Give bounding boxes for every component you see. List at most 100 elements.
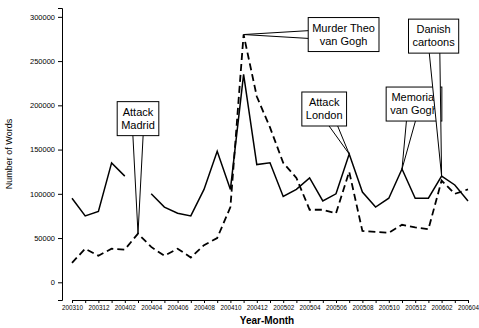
x-tick: 200410 <box>220 300 242 311</box>
y-tick: 250000 <box>30 57 62 66</box>
x-tick-mark <box>376 300 377 303</box>
x-tick-label: 200404 <box>141 304 163 311</box>
x-tick-mark <box>178 300 179 303</box>
y-axis-line <box>58 9 63 301</box>
annotation-pointer <box>428 36 442 176</box>
x-tick: 200406 <box>168 300 190 311</box>
y-tick-label: 50000 <box>34 234 55 243</box>
x-tick-label: 200410 <box>220 304 242 311</box>
plot-lines <box>72 35 468 263</box>
x-tick-mark <box>389 300 390 303</box>
x-tick-mark <box>270 300 271 303</box>
y-tick-mark <box>58 194 62 195</box>
x-tick-label: 200502 <box>273 304 295 311</box>
annotation: Danishcartoons <box>408 19 458 176</box>
x-tick-label: 200412 <box>247 304 269 311</box>
x-tick-mark <box>151 300 152 303</box>
x-tick-label: 200508 <box>352 304 374 311</box>
x-tick <box>323 300 324 303</box>
x-tick-label: 200504 <box>300 304 322 311</box>
x-tick-mark <box>138 300 139 303</box>
y-tick: 50000 <box>34 234 62 243</box>
annotation: AttackMadrid <box>117 102 159 234</box>
x-tick-mark <box>98 300 99 303</box>
annotation-box <box>117 102 159 136</box>
x-tick <box>349 300 350 303</box>
x-tick-mark <box>442 300 443 303</box>
x-tick: 200412 <box>247 300 269 311</box>
x-tick-mark <box>455 300 456 303</box>
x-tick: 200408 <box>194 300 216 311</box>
y-tick-mark <box>58 238 62 239</box>
x-tick <box>138 300 139 303</box>
y-tick-mark <box>58 17 62 18</box>
x-tick: 200506 <box>326 300 348 311</box>
y-tick-label: 100000 <box>30 190 55 199</box>
x-tick: 200508 <box>352 300 374 311</box>
x-tick: 200602 <box>432 300 454 311</box>
annotation-text: Murder Theo <box>312 22 375 34</box>
series-line <box>72 35 468 263</box>
x-tick-label: 200310 <box>62 304 84 311</box>
x-tick <box>164 300 165 303</box>
x-tick <box>85 300 86 303</box>
x-tick-mark <box>415 300 416 303</box>
x-tick: 200312 <box>88 300 110 311</box>
x-axis: 200310 200312 200402 200404 200406 200408 2004… <box>62 300 479 311</box>
annotation: AttackLondon <box>302 92 349 154</box>
x-tick <box>428 300 429 303</box>
x-tick-mark <box>217 300 218 303</box>
x-tick-mark <box>296 300 297 303</box>
x-tick <box>376 300 377 303</box>
x-tick <box>191 300 192 303</box>
annotation-text: Attack <box>123 106 154 118</box>
x-tick-mark <box>349 300 350 303</box>
annotations: AttackMadridMurder Theovan GoghAttackLon… <box>117 18 459 234</box>
x-tick-label: 200602 <box>432 304 454 311</box>
x-tick-mark <box>191 300 192 303</box>
x-tick-label: 200512 <box>405 304 427 311</box>
x-tick-mark <box>85 300 86 303</box>
x-tick-label: 200406 <box>168 304 190 311</box>
x-tick-mark <box>204 300 205 303</box>
y-tick: 200000 <box>30 101 62 110</box>
series-line <box>72 74 468 216</box>
y-tick-mark <box>58 150 62 151</box>
annotation-box <box>408 19 458 53</box>
x-tick: 200504 <box>300 300 322 311</box>
annotation-text: Attack <box>309 96 340 108</box>
x-tick: 200310 <box>62 300 84 311</box>
annotation-text: cartoons <box>412 36 455 48</box>
x-tick <box>217 300 218 303</box>
x-tick-mark <box>428 300 429 303</box>
y-tick-label: 0 <box>51 278 55 287</box>
annotation-box <box>308 18 379 52</box>
x-tick <box>270 300 271 303</box>
annotation-text: Madrid <box>121 119 155 131</box>
x-axis-title: Year-Month <box>240 315 294 326</box>
annotation: Murder Theovan Gogh <box>244 18 379 52</box>
y-tick: 300000 <box>30 13 62 22</box>
x-tick: 200604 <box>458 300 479 311</box>
x-tick <box>244 300 245 303</box>
x-axis-line <box>73 301 469 304</box>
x-tick-mark <box>336 300 337 303</box>
x-tick-mark <box>468 300 469 303</box>
x-tick-mark <box>72 300 73 303</box>
x-tick: 200402 <box>115 300 137 311</box>
annotation-text: van Gogh <box>390 104 438 116</box>
x-tick <box>296 300 297 303</box>
annotation-text: London <box>306 109 343 121</box>
x-tick-mark <box>164 300 165 303</box>
x-tick <box>112 300 113 303</box>
x-tick-mark <box>402 300 403 303</box>
x-tick-mark <box>257 300 258 303</box>
x-tick-label: 200604 <box>458 304 479 311</box>
x-tick-label: 200510 <box>379 304 401 311</box>
x-tick-label: 200408 <box>194 304 216 311</box>
y-tick-mark <box>58 105 62 106</box>
annotation-text: van Gogh <box>320 35 368 47</box>
annotation-text: Memorial <box>391 91 436 103</box>
x-tick: 200512 <box>405 300 427 311</box>
y-tick-label: 250000 <box>30 57 55 66</box>
